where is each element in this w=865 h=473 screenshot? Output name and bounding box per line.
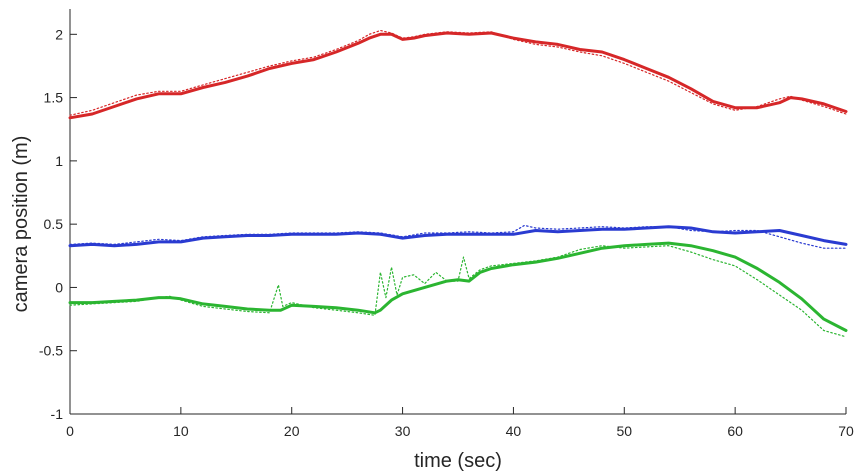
- series-line-5-dotted: [69, 245, 847, 338]
- series-layer: [68, 29, 848, 338]
- y-tick-label: 1.5: [44, 90, 64, 106]
- series-line-2-solid: [68, 225, 848, 248]
- x-tick-label: 60: [727, 423, 743, 439]
- x-tick-label: 20: [284, 423, 300, 439]
- y-axis: -1 -0.5 0 0.5 1 1.5 2: [39, 26, 77, 422]
- plot-area: [69, 9, 846, 415]
- x-axis-label: time (sec): [414, 450, 502, 472]
- y-tick-label: 0: [55, 279, 63, 295]
- x-tick-label: 30: [395, 423, 411, 439]
- series-line-0-solid: [68, 31, 848, 120]
- y-tick-label: 0.5: [44, 216, 64, 232]
- y-tick-label: -0.5: [39, 343, 63, 359]
- x-tick-label: 0: [66, 423, 74, 439]
- series-line-3-dotted: [69, 224, 847, 249]
- y-tick-label: 1: [55, 153, 63, 169]
- x-tick-label: 40: [506, 423, 522, 439]
- x-axis: 0 10 20 30 40 50 60 70: [66, 407, 854, 439]
- y-axis-label: camera position (m): [10, 136, 32, 313]
- y-tick-label: 2: [55, 26, 63, 42]
- x-tick-label: 70: [838, 423, 854, 439]
- y-tick-label: -1: [51, 406, 64, 422]
- x-tick-label: 50: [616, 423, 632, 439]
- x-tick-label: 10: [173, 423, 189, 439]
- series-line-4-solid: [68, 241, 848, 332]
- series-line-1-dotted: [69, 29, 847, 116]
